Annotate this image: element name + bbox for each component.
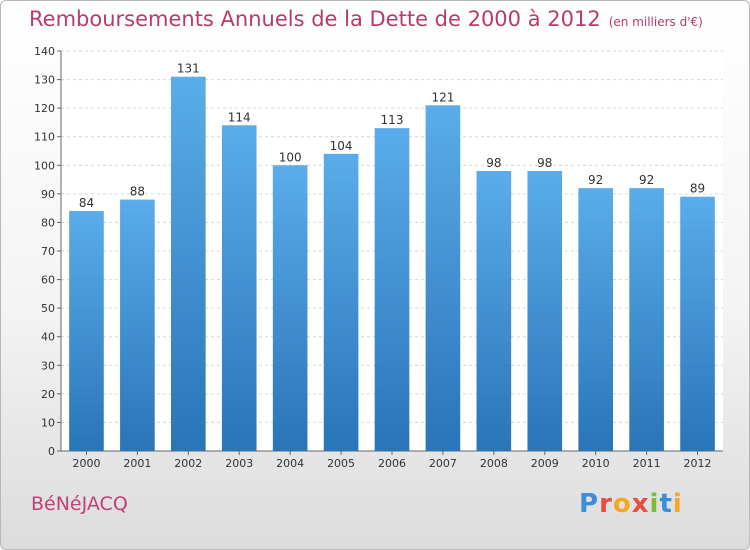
- y-tick-label: 90: [41, 188, 55, 201]
- y-tick-label: 20: [41, 388, 55, 401]
- bar: [680, 196, 715, 451]
- y-tick-label: 70: [41, 245, 55, 258]
- bar: [476, 171, 512, 451]
- y-tick-label: 140: [34, 45, 55, 58]
- chart-subtitle: (en milliers d'€): [608, 15, 703, 29]
- x-tick-label: 2004: [276, 457, 304, 470]
- x-tick-label: 2009: [531, 457, 559, 470]
- y-tick-label: 0: [48, 445, 55, 458]
- data-label: 100: [279, 150, 302, 164]
- bar: [527, 171, 563, 451]
- bar: [425, 105, 461, 452]
- x-tick-label: 2001: [123, 457, 151, 470]
- city-name: BéNéJACQ: [31, 493, 128, 515]
- y-tick-label: 30: [41, 359, 55, 372]
- x-tick-label: 2007: [429, 457, 457, 470]
- data-label: 121: [431, 90, 454, 104]
- bar: [69, 211, 104, 451]
- x-tick-label: 2011: [633, 457, 661, 470]
- data-label: 114: [228, 110, 251, 124]
- bar: [374, 128, 410, 451]
- logo-letter: t: [659, 489, 673, 519]
- y-tick-label: 120: [34, 102, 55, 115]
- x-tick-label: 2012: [684, 457, 712, 470]
- bar: [578, 188, 614, 451]
- logo-letter: r: [599, 489, 613, 519]
- bar: [323, 153, 359, 451]
- chart-title-text: Remboursements Annuels de la Dette de 20…: [29, 7, 601, 31]
- y-tick-label: 50: [41, 302, 55, 315]
- x-tick-label: 2010: [582, 457, 610, 470]
- y-tick-label: 40: [41, 331, 55, 344]
- data-label: 104: [330, 139, 353, 153]
- logo-letter: P: [579, 489, 600, 519]
- x-tick-label: 2008: [480, 457, 508, 470]
- bar: [221, 125, 257, 452]
- bar: [629, 188, 664, 451]
- data-label: 92: [639, 173, 654, 187]
- y-tick-label: 60: [41, 274, 55, 287]
- y-tick-label: 10: [41, 416, 55, 429]
- data-label: 89: [690, 182, 705, 196]
- data-label: 88: [130, 185, 145, 199]
- y-tick-label: 80: [41, 216, 55, 229]
- data-label: 98: [537, 156, 552, 170]
- chart-title: Remboursements Annuels de la Dette de 20…: [29, 7, 703, 31]
- bar: [170, 76, 206, 451]
- y-tick-label: 130: [34, 74, 55, 87]
- data-label: 84: [79, 196, 94, 210]
- x-tick-label: 2002: [174, 457, 202, 470]
- x-tick-label: 2000: [72, 457, 100, 470]
- logo-letter: i: [649, 489, 660, 519]
- bar: [272, 165, 308, 452]
- x-tick-label: 2003: [225, 457, 253, 470]
- bar: [120, 199, 155, 451]
- proxiti-logo: Proxiti: [579, 489, 683, 519]
- data-label: 98: [486, 156, 501, 170]
- x-tick-label: 2005: [327, 457, 355, 470]
- y-tick-label: 100: [34, 159, 55, 172]
- logo-letter: o: [612, 489, 632, 519]
- logo-letter: i: [672, 489, 683, 519]
- data-label: 131: [177, 62, 200, 76]
- data-label: 113: [381, 113, 404, 127]
- y-tick-label: 110: [34, 131, 55, 144]
- logo-letter: x: [631, 489, 650, 519]
- data-label: 92: [588, 173, 603, 187]
- x-tick-label: 2006: [378, 457, 406, 470]
